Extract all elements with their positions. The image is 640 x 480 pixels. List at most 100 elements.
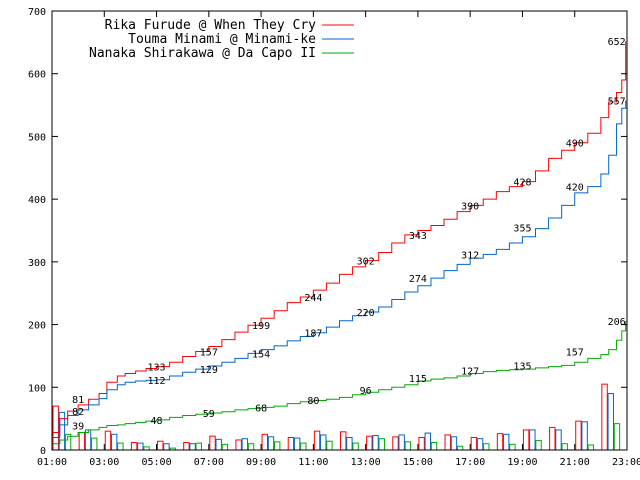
y-tick-label: 400 [28, 195, 46, 206]
hourly-bar-red [104, 430, 112, 451]
axes: 0 100 200 300 400 500 600 700 01:00 03:00 05:00 07:… [28, 7, 640, 468]
legend-label: Nanaka Shirakawa @ Da Capo II [89, 46, 316, 61]
hourly-bar-blue [476, 438, 484, 451]
series-point-label: 206 [608, 317, 626, 328]
hourly-bar-red [157, 440, 164, 451]
x-tick-label: 01:00 [37, 457, 67, 468]
hourly-bar-red [287, 436, 295, 451]
hourly-bar-green [300, 442, 307, 451]
hourly-bar-red [366, 435, 373, 451]
hourly-bar-green [247, 443, 255, 451]
y-tick-label: 500 [28, 132, 46, 143]
series-point-label: 557 [608, 97, 626, 108]
series-point-label: 80 [307, 396, 319, 407]
series-point-label: 157 [566, 348, 584, 359]
hourly-bar-green [456, 445, 464, 451]
legend-label: Touma Minami @ Minami-ke [128, 32, 316, 47]
series-point-label: 420 [566, 183, 584, 194]
hourly-bar-blue [215, 438, 222, 451]
hourly-bar-blue [529, 429, 536, 451]
hourly-bar-blue [398, 434, 405, 451]
x-tick-label: 13:00 [351, 457, 381, 468]
hourly-bar-green [483, 443, 490, 451]
series-point-label: 490 [566, 139, 584, 150]
series-point-label: 652 [608, 37, 626, 48]
hourly-bar-green [91, 437, 98, 451]
y-tick-label: 700 [28, 7, 46, 18]
series-point-label: 133 [148, 363, 166, 374]
hourly-bar-blue [607, 393, 614, 451]
x-tick-label: 05:00 [141, 457, 171, 468]
x-tick-label: 23:00 [612, 457, 640, 468]
hourly-bar-green [535, 440, 542, 451]
hourly-bar-red [235, 439, 242, 451]
hourly-bar-blue [581, 421, 588, 451]
series-line-0 [52, 41, 627, 433]
series-point-label: 274 [409, 274, 427, 285]
hourly-bar-green [613, 423, 621, 451]
hourly-bar-green [561, 443, 568, 451]
series-point-label: 312 [461, 250, 479, 261]
hourly-bar-blue [555, 429, 562, 451]
hourly-bar-blue [267, 436, 275, 451]
hourly-bar-red [496, 433, 504, 451]
series-point-label: 39 [72, 422, 84, 433]
hourly-bar-red [444, 434, 451, 451]
x-tick-label: 03:00 [89, 457, 119, 468]
hourly-bar-green [404, 441, 412, 451]
hourly-bar-red [340, 431, 347, 451]
series-point-label: 129 [200, 365, 218, 376]
hourly-bar-blue [163, 443, 170, 451]
hourly-bar-red [418, 436, 425, 451]
x-tick-label: 07:00 [194, 457, 224, 468]
hourly-bar-red [313, 430, 321, 451]
series-point-label: 355 [513, 223, 531, 234]
series-point-label: 390 [461, 201, 479, 212]
hourly-bar-red [209, 435, 216, 451]
hourly-bar-red [601, 383, 608, 451]
hourly-bar-blue [424, 432, 432, 451]
series-point-label: 115 [409, 374, 427, 385]
plot-area-frame [51, 10, 628, 451]
hourly-bar-green [430, 441, 438, 451]
series-lines [52, 41, 627, 445]
y-tick-label: 0 [40, 446, 46, 457]
series-point-label: 135 [513, 361, 531, 372]
hourly-bar-red [130, 441, 138, 451]
series-point-label: 428 [513, 178, 531, 189]
hourly-bar-blue [372, 435, 379, 451]
hourly-bar-red [183, 441, 190, 451]
hourly-bar-blue [346, 436, 353, 451]
y-tick-label: 100 [28, 383, 46, 394]
hourly-bar-blue [189, 443, 196, 451]
hourly-bar-red [261, 433, 268, 451]
hourly-bar-green [509, 443, 516, 451]
series-point-label: 48 [151, 416, 163, 427]
series-point-label: 302 [357, 257, 375, 268]
x-tick-label: 21:00 [560, 457, 590, 468]
x-tick-label: 19:00 [507, 457, 537, 468]
series-point-label: 112 [148, 376, 166, 387]
series-point-label: 82 [72, 407, 84, 418]
y-tick-label: 300 [28, 258, 46, 269]
x-tick-label: 17:00 [455, 457, 485, 468]
series-point-label: 59 [203, 409, 215, 420]
hourly-bar-red [392, 436, 399, 451]
hourly-bar-blue [503, 433, 510, 451]
hourly-bar-red [522, 429, 530, 451]
series-point-label: 199 [252, 321, 270, 332]
series-point-label: 157 [200, 348, 218, 359]
hourly-bar-blue [450, 436, 458, 451]
hourly-bar-red [470, 436, 478, 451]
legend-label: Rika Furude @ When They Cry [105, 18, 316, 33]
x-tick-label: 11:00 [298, 457, 328, 468]
hourly-bar-red [549, 426, 556, 451]
series-line-1 [52, 100, 627, 438]
y-tick-label: 200 [28, 321, 46, 332]
series-point-label: 244 [304, 293, 322, 304]
series-point-label: 187 [304, 329, 322, 340]
hourly-bar-red [78, 431, 86, 451]
series-point-label: 343 [409, 231, 427, 242]
